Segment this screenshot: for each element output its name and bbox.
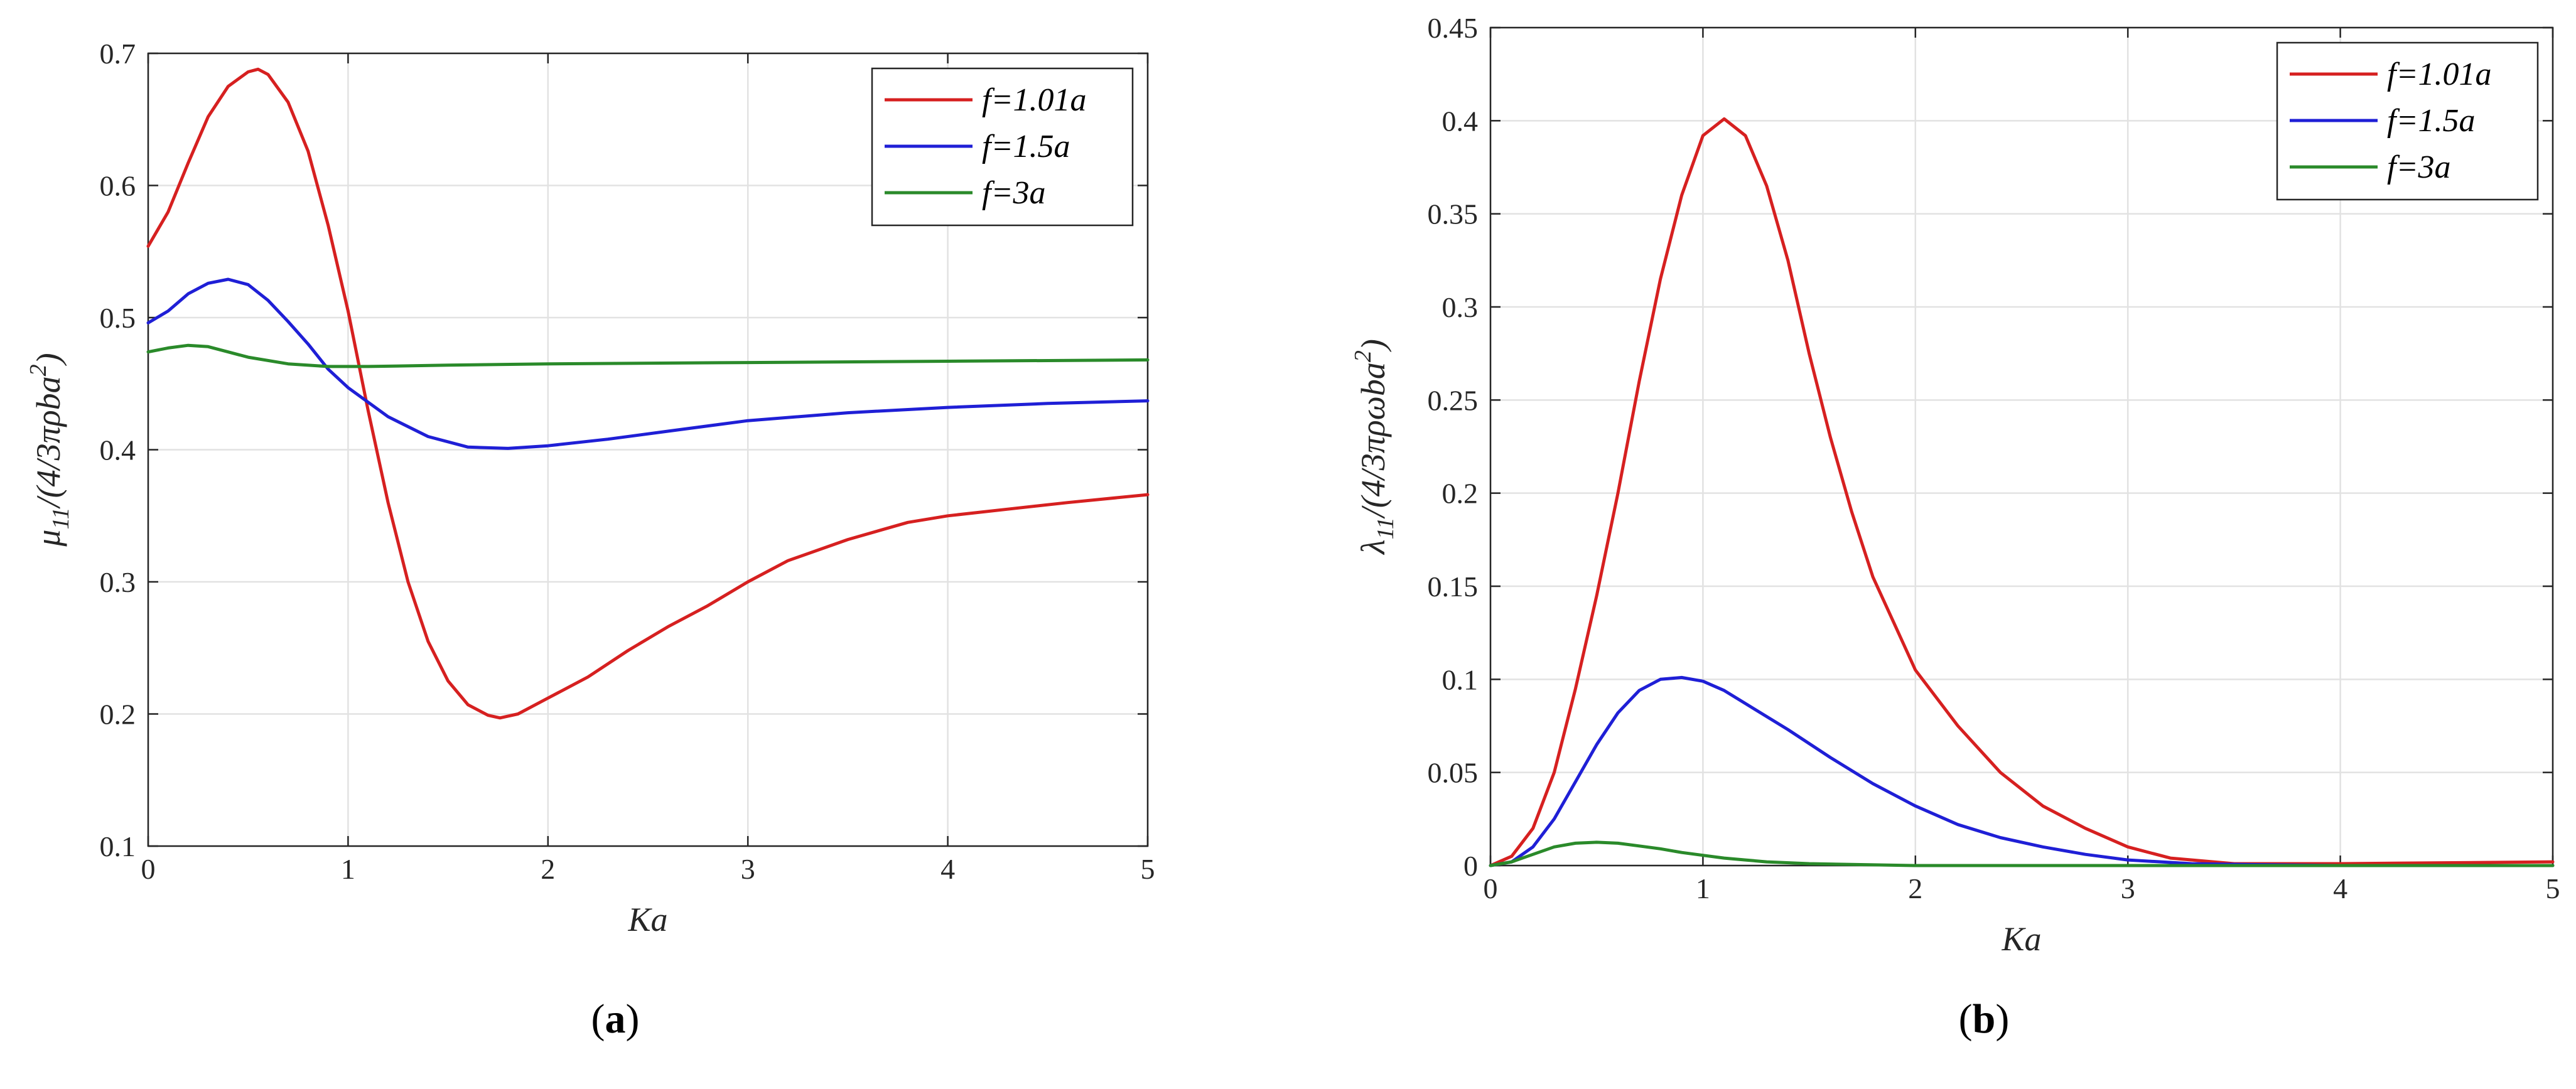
legend-label: f=3a xyxy=(982,175,1046,211)
legend-label: f=1.5a xyxy=(982,129,1070,164)
y-tick-label: 0.6 xyxy=(100,170,136,202)
legend-label: f=1.01a xyxy=(982,82,1087,118)
panel-caption: (a) xyxy=(591,996,640,1042)
x-tick-label: 5 xyxy=(1141,853,1155,885)
panel-a: 0 1 2 3 4 5 0.1 0.2 0.3 0.4 0.5 0.6 0.7 f=1.01a f=1.5a… xyxy=(25,38,1155,1042)
y-tick-label: 0.35 xyxy=(1428,198,1479,230)
y-tick-label: 0.1 xyxy=(100,830,136,862)
y-tick-label: 0.1 xyxy=(1442,663,1479,695)
y-tick-label: 0.2 xyxy=(100,699,136,731)
legend-label: f=1.01a xyxy=(2387,56,2492,92)
y-tick-label: 0.5 xyxy=(100,302,136,334)
panel-caption: (b) xyxy=(1959,996,2010,1042)
y-tick-label: 0.4 xyxy=(100,434,136,466)
y-tick-label: 0.05 xyxy=(1428,757,1479,789)
x-tick-label: 0 xyxy=(1484,872,1498,904)
x-tick-label: 5 xyxy=(2546,872,2560,904)
series-line-f-1-5a xyxy=(146,277,1150,450)
y-tick-label: 0.45 xyxy=(1428,12,1479,44)
x-tick-label: 4 xyxy=(2333,872,2347,904)
x-tick-label: 1 xyxy=(341,853,355,885)
x-tick-label: 4 xyxy=(940,853,955,885)
y-tick-label: 0.3 xyxy=(1442,291,1479,323)
y-axis-label: μ11/(4/3πρba2) xyxy=(25,353,74,547)
series-line-f-1-01a xyxy=(1489,117,2555,867)
legend-label: f=1.5a xyxy=(2387,103,2476,139)
y-tick-label: 0.25 xyxy=(1428,384,1479,416)
y-tick-label: 0.3 xyxy=(100,566,136,598)
x-tick-label: 2 xyxy=(1908,872,1922,904)
series-line-f-3a xyxy=(1489,840,2555,867)
x-axis-label: Ka xyxy=(627,901,667,938)
y-tick-label: 0.15 xyxy=(1428,571,1479,603)
x-tick-label: 1 xyxy=(1696,872,1710,904)
y-axis-label: λ11/(4/3πρωba2) xyxy=(1350,339,1399,555)
y-tick-label: 0 xyxy=(1463,850,1478,882)
legend-label: f=3a xyxy=(2387,149,2451,185)
x-tick-label: 0 xyxy=(141,853,156,885)
x-tick-label: 3 xyxy=(2121,872,2135,904)
y-tick-label: 0.4 xyxy=(1442,105,1479,137)
x-tick-label: 3 xyxy=(741,853,755,885)
series-line-f-1-5a xyxy=(1489,675,2555,867)
y-tick-label: 0.7 xyxy=(100,38,136,70)
panel-b: 0 1 2 3 4 5 0 0.05 0.1 0.15 0.2 0.25 0.3 0.35 0.4 0.45 f… xyxy=(1350,12,2560,1042)
x-tick-label: 2 xyxy=(541,853,555,885)
x-axis-label: Ka xyxy=(2001,920,2041,958)
series-line-f-3a xyxy=(146,343,1150,368)
series-line-f-1-01a xyxy=(146,67,1150,720)
y-tick-label: 0.2 xyxy=(1442,478,1479,510)
